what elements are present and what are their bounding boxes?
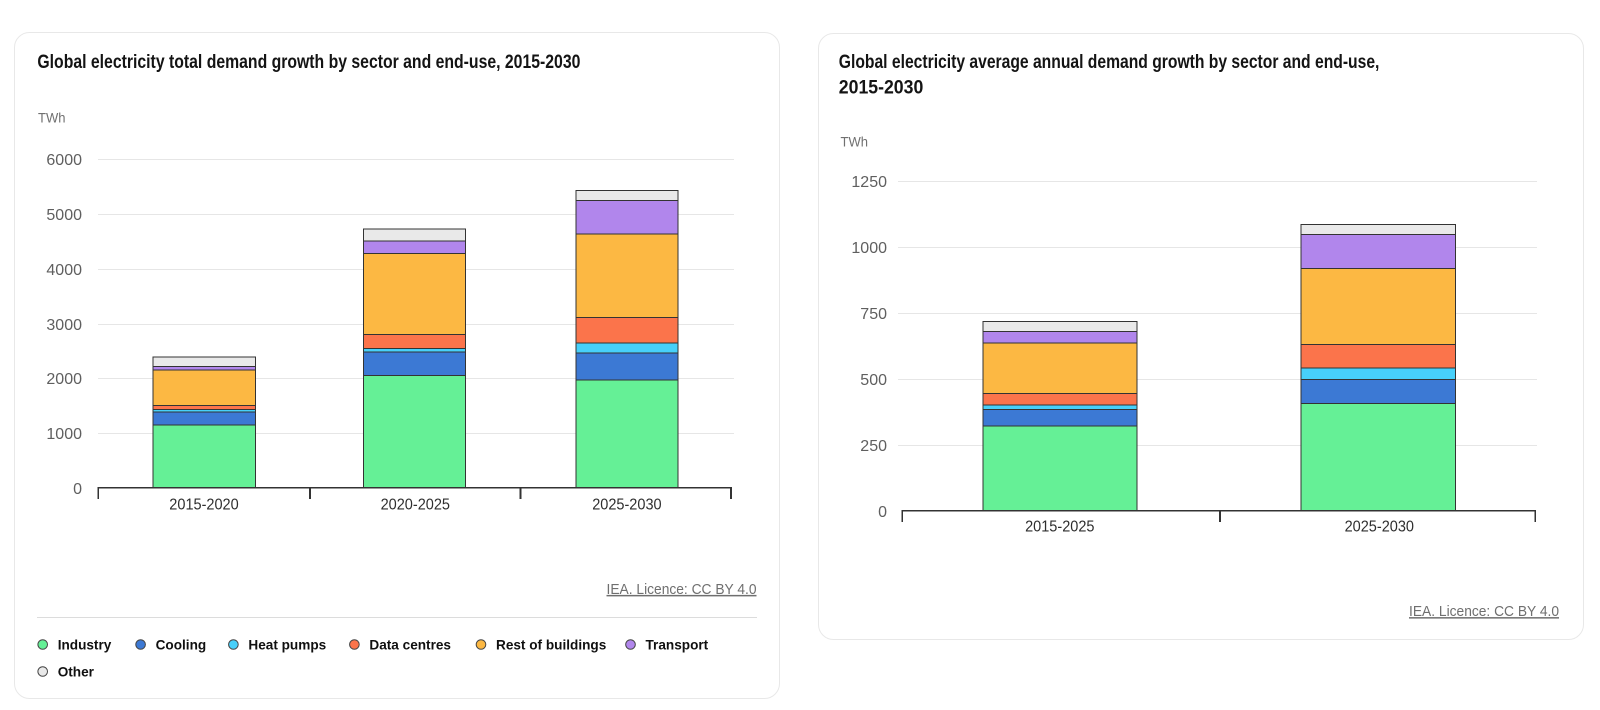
svg-text:2015-2030: 2015-2030 — [839, 78, 924, 99]
svg-text:250: 250 — [860, 438, 887, 455]
svg-text:Other: Other — [58, 665, 95, 680]
svg-text:Industry: Industry — [58, 638, 112, 653]
svg-text:IEA. Licence: CC BY 4.0: IEA. Licence: CC BY 4.0 — [607, 581, 757, 598]
svg-text:Transport: Transport — [646, 638, 709, 653]
svg-text:Global electricity total deman: Global electricity total demand growth b… — [37, 52, 580, 73]
svg-text:Data centres: Data centres — [369, 638, 451, 653]
svg-text:2025-2030: 2025-2030 — [1345, 519, 1414, 536]
svg-text:3000: 3000 — [46, 317, 82, 334]
svg-text:750: 750 — [860, 306, 887, 323]
svg-text:4000: 4000 — [46, 262, 82, 279]
svg-text:1000: 1000 — [46, 426, 82, 443]
svg-text:Heat pumps: Heat pumps — [248, 638, 326, 653]
svg-text:6000: 6000 — [46, 152, 82, 169]
svg-text:1250: 1250 — [851, 174, 887, 191]
svg-text:TWh: TWh — [841, 133, 869, 149]
svg-text:TWh: TWh — [38, 109, 66, 125]
svg-text:1000: 1000 — [851, 240, 887, 257]
svg-text:2015-2025: 2015-2025 — [1025, 519, 1094, 536]
svg-text:2015-2020: 2015-2020 — [169, 497, 238, 514]
svg-text:Rest of buildings: Rest of buildings — [496, 638, 606, 653]
svg-text:2020-2025: 2020-2025 — [381, 497, 450, 514]
svg-text:2000: 2000 — [46, 371, 82, 388]
svg-text:500: 500 — [860, 372, 887, 389]
svg-text:0: 0 — [878, 504, 887, 521]
svg-text:Global electricity average ann: Global electricity average annual demand… — [839, 52, 1380, 73]
svg-text:Cooling: Cooling — [156, 638, 207, 653]
svg-text:5000: 5000 — [46, 207, 82, 224]
svg-text:IEA. Licence: CC BY 4.0: IEA. Licence: CC BY 4.0 — [1409, 603, 1559, 620]
svg-text:2025-2030: 2025-2030 — [592, 497, 661, 514]
svg-text:0: 0 — [73, 481, 82, 498]
